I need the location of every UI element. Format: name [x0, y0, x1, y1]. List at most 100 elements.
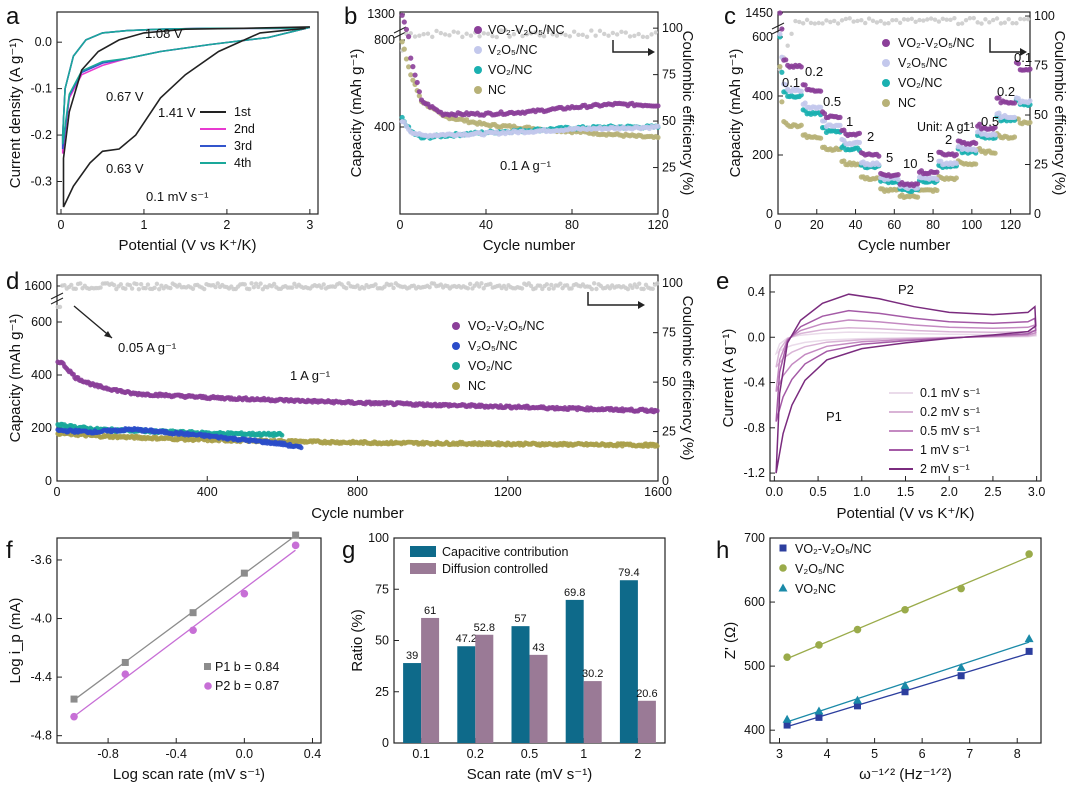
a-xtick-label: 1: [140, 218, 147, 232]
d-ce-point: [62, 283, 67, 288]
b-ce-point: [580, 32, 585, 38]
d-y2tick-label: 25: [662, 425, 676, 439]
e-xtick-label: 2.0: [941, 485, 958, 499]
c-ce-point: [936, 19, 942, 24]
c-point: [1011, 134, 1018, 140]
c-point: [895, 172, 901, 178]
g-xtick-label: 0.5: [521, 747, 538, 761]
c-ce-point: [963, 17, 969, 23]
d-ce-point: [145, 282, 151, 287]
b-ce-point: [640, 34, 646, 39]
e-legend-label: 0.1 mV s⁻¹: [920, 386, 980, 400]
c-ytick-label: 600: [752, 30, 773, 44]
c-ce-point: [901, 17, 907, 22]
b-point: [410, 64, 416, 70]
e-ytick-label: 0.0: [748, 330, 765, 344]
c-xtick-label: 20: [810, 218, 824, 232]
b-ce-point: [649, 32, 654, 37]
g-bar: [637, 700, 656, 743]
c-ce-point: [944, 17, 949, 22]
d-legend-marker: [452, 342, 460, 350]
h-xtick-label: 4: [824, 747, 831, 761]
c-rate-label: 0.5: [823, 94, 841, 109]
c-point: [973, 140, 979, 146]
d-ce-point: [78, 281, 83, 286]
a-ylabel: Current density (A g⁻¹): [7, 38, 24, 188]
d-arrow-head: [104, 331, 112, 338]
b-ce-point: [485, 31, 491, 37]
b-point: [416, 93, 422, 99]
c-rate-label: 0.1: [1014, 50, 1032, 65]
g-ytick-label: 50: [375, 634, 389, 648]
b-ce-point: [602, 31, 607, 37]
d-point: [298, 445, 304, 451]
c-ce-point: [804, 17, 810, 23]
c-ce-point: [793, 18, 798, 24]
d-ce-point: [253, 281, 259, 286]
a-legend-label: 2nd: [234, 122, 255, 136]
c-unit-label: Unit: A g⁻¹: [917, 120, 974, 134]
c-point: [1027, 66, 1033, 72]
f-point: [70, 695, 78, 703]
h-ytick-label: 600: [744, 595, 765, 609]
c-point: [996, 110, 1002, 116]
b-point: [408, 55, 414, 61]
d-ce-point: [427, 285, 432, 290]
c-xtick-label: 120: [1000, 218, 1021, 232]
c-point: [821, 111, 828, 117]
h-legend-marker: [779, 564, 787, 572]
a-annotation: 1.41 V: [158, 105, 196, 120]
b-legend-marker: [474, 46, 482, 54]
c-ce-point: [932, 17, 938, 22]
d-xtick-label: 800: [347, 485, 368, 499]
c-point: [1011, 114, 1018, 120]
b-point: [416, 89, 422, 95]
c-ce-point: [913, 19, 918, 25]
f-point: [240, 569, 248, 577]
c-point: [934, 176, 940, 183]
a-curve-3rd: [61, 26, 311, 150]
d-ce-point: [504, 286, 509, 291]
c-point: [1015, 95, 1021, 102]
c-ce-point: [851, 19, 856, 24]
f-point: [292, 531, 300, 539]
c-ce-point: [917, 17, 922, 23]
e-ytick-label: -0.4: [743, 376, 765, 390]
g-xtick-label: 0.2: [467, 747, 484, 761]
c-ce-point: [843, 16, 849, 22]
d-ce-point: [73, 286, 78, 292]
g-xtick-label: 0.1: [412, 747, 429, 761]
f-point: [189, 626, 197, 635]
d-ce-point: [256, 284, 261, 290]
c-ce-point: [987, 20, 992, 25]
b-xtick-label: 80: [565, 218, 579, 232]
f-ytick-label: -3.6: [30, 553, 52, 567]
d-ytick-label: 600: [31, 315, 52, 329]
e-legend-label: 0.2 mV s⁻¹: [920, 405, 980, 419]
d-point: [654, 408, 660, 414]
c-legend-label: VO₂/NC: [898, 76, 942, 90]
g-legend-label: Diffusion controlled: [442, 562, 548, 576]
panel-label-e: e: [716, 268, 729, 295]
d-ce-point: [551, 286, 556, 291]
b-y2label: Coulombic efficiency (%): [679, 31, 696, 196]
d-ce-point: [98, 285, 103, 290]
c-frame: [777, 11, 1031, 215]
b-point: [399, 12, 405, 18]
d-ce-point: [641, 286, 646, 292]
a-annotation: 0.63 V: [106, 161, 144, 176]
d-ce-point: [136, 286, 142, 292]
b-xtick-label: 0: [397, 218, 404, 232]
c-point: [1015, 61, 1021, 67]
b-ce-point: [494, 34, 499, 40]
b-legend-label: NC: [488, 83, 506, 97]
d-ce-point: [589, 286, 595, 292]
g-bar-label: 52.8: [474, 622, 495, 634]
d-ce-point: [123, 286, 128, 291]
c-point: [1027, 119, 1033, 126]
b-point: [410, 77, 416, 83]
b-ytick-label: 400: [374, 120, 395, 134]
c-xlabel: Cycle number: [858, 237, 951, 254]
